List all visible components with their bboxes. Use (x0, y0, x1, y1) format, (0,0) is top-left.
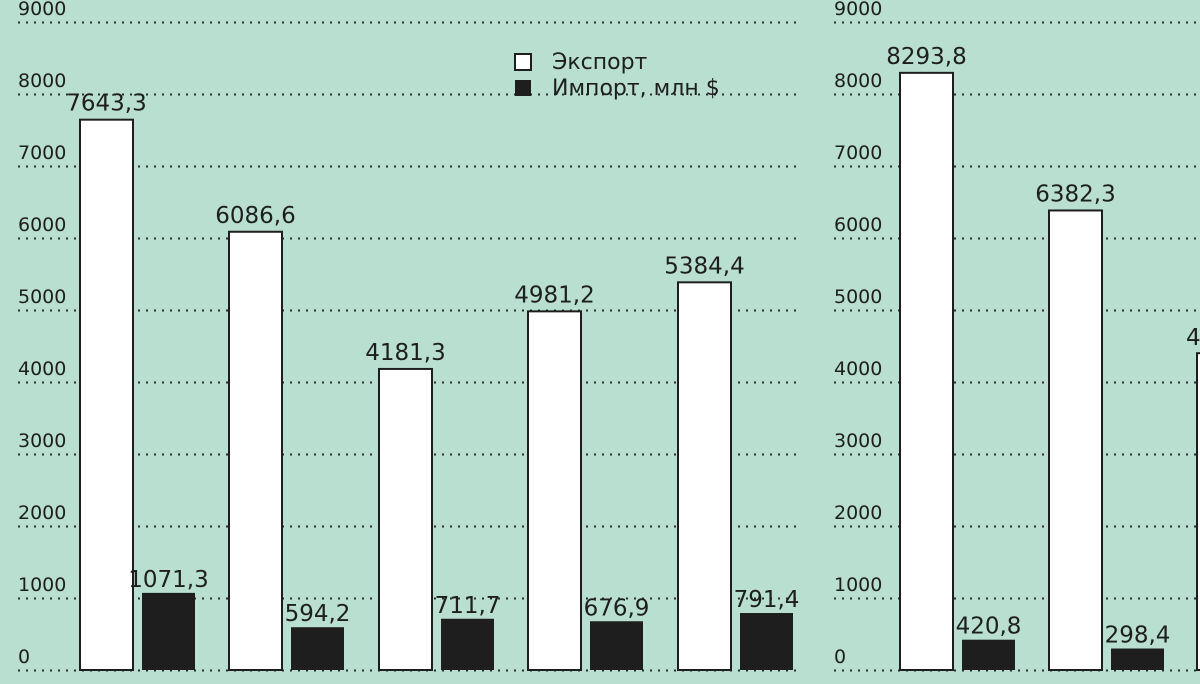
y-tick-label: 1000 (834, 574, 882, 596)
data-label-export: 4181,3 (365, 340, 445, 366)
bar-import (590, 621, 643, 670)
data-label-export: 6382,3 (1035, 181, 1115, 207)
data-label-import: 594,2 (285, 601, 351, 627)
y-tick-label: 5000 (18, 286, 66, 308)
y-tick-label: 9000 (18, 0, 66, 20)
y-tick-label: 3000 (18, 430, 66, 452)
bar-import (962, 639, 1015, 670)
bar-import (1111, 648, 1164, 670)
legend-swatch-import (515, 80, 531, 96)
data-label-import: 420,8 (956, 614, 1022, 640)
legend-swatch-export (514, 53, 532, 71)
data-label-import: 711,7 (435, 593, 501, 619)
y-tick-label: 3000 (834, 430, 882, 452)
bar-import (740, 613, 793, 670)
data-label-import: 1071,3 (128, 567, 208, 593)
data-label-export: 5384,4 (664, 253, 744, 279)
chart-panel-left: 0 1000 2000 3000 4000 5000 6000 7000 8000 9000 764… (18, 0, 800, 672)
y-tick-label: 8000 (18, 70, 66, 92)
y-tick-label: 0 (834, 646, 846, 668)
legend-label-export: Экспорт (552, 50, 648, 75)
legend: Экспорт Импорт, млн $ (514, 50, 720, 101)
bar-export (228, 230, 283, 671)
chart-panel-right: 0 1000 2000 3000 4000 5000 6000 7000 8000 9000 829… (834, 0, 1200, 672)
y-tick-label: 7000 (834, 142, 882, 164)
data-label-export: 6086,6 (215, 203, 295, 229)
bar-import (142, 592, 195, 670)
y-tick-label: 2000 (18, 502, 66, 524)
y-tick-label: 6000 (834, 214, 882, 236)
legend-label-import: Импорт, млн $ (552, 76, 720, 101)
bar-export (899, 71, 954, 672)
y-tick-label: 5000 (834, 286, 882, 308)
y-tick-label: 9000 (834, 0, 882, 20)
data-label-partial: 4 (1186, 325, 1200, 351)
bar-export (527, 310, 582, 671)
y-tick-label: 0 (18, 646, 30, 668)
bar-export-partial (1196, 352, 1200, 671)
bar-export (79, 118, 134, 672)
y-tick-label: 2000 (834, 502, 882, 524)
bar-export (378, 367, 433, 671)
data-label-import: 298,4 (1105, 623, 1171, 649)
y-tick-label: 6000 (18, 214, 66, 236)
data-label-export: 8293,8 (886, 44, 966, 70)
y-tick-label: 1000 (18, 574, 66, 596)
y-tick-label: 4000 (834, 358, 882, 380)
bar-export (677, 281, 732, 671)
y-tick-label: 7000 (18, 142, 66, 164)
data-label-import: 791,4 (734, 587, 800, 613)
y-tick-label: 8000 (834, 70, 882, 92)
data-label-export: 4981,2 (514, 282, 594, 308)
y-tick-label: 4000 (18, 358, 66, 380)
bar-export (1048, 209, 1103, 671)
bar-import (441, 618, 494, 670)
bar-import (291, 627, 344, 670)
data-label-import: 676,9 (584, 595, 650, 621)
data-label-export: 7643,3 (66, 91, 146, 117)
